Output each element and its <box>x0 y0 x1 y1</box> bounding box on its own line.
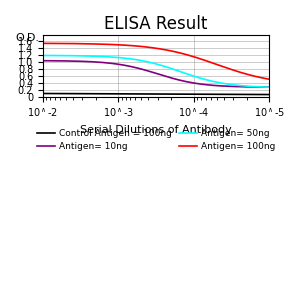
Control Antigen = 100ng <box>180 92 183 96</box>
Antigen= 50ng <box>176 69 179 73</box>
Legend: Control Antigen = 100ng, Antigen= 10ng, Antigen= 50ng, Antigen= 100ng: Control Antigen = 100ng, Antigen= 10ng, … <box>34 125 279 155</box>
Control Antigen = 100ng <box>176 92 179 96</box>
Antigen= 100ng <box>41 42 45 45</box>
Antigen= 100ng <box>175 50 179 54</box>
Control Antigen = 100ng <box>268 93 271 96</box>
Antigen= 50ng <box>232 83 236 87</box>
Line: Antigen= 100ng: Antigen= 100ng <box>43 44 269 79</box>
Antigen= 50ng <box>180 70 183 74</box>
Antigen= 10ng <box>41 59 45 62</box>
Control Antigen = 100ng <box>41 92 45 95</box>
Antigen= 50ng <box>175 69 179 72</box>
Antigen= 100ng <box>268 77 271 81</box>
Antigen= 50ng <box>246 84 250 88</box>
Antigen= 100ng <box>246 73 250 76</box>
Antigen= 50ng <box>41 54 45 57</box>
Antigen= 10ng <box>268 85 271 89</box>
Control Antigen = 100ng <box>246 93 250 96</box>
Text: O.D.: O.D. <box>16 33 40 43</box>
Control Antigen = 100ng <box>175 92 179 96</box>
Antigen= 10ng <box>176 78 179 82</box>
X-axis label: Serial Dilutions of Antibody: Serial Dilutions of Antibody <box>80 124 232 135</box>
Antigen= 100ng <box>180 52 183 55</box>
Control Antigen = 100ng <box>42 92 46 95</box>
Line: Antigen= 50ng: Antigen= 50ng <box>43 56 269 87</box>
Antigen= 100ng <box>232 68 236 72</box>
Antigen= 100ng <box>176 51 179 54</box>
Antigen= 50ng <box>42 54 46 57</box>
Antigen= 10ng <box>232 85 236 88</box>
Antigen= 10ng <box>180 79 183 83</box>
Antigen= 10ng <box>246 85 250 89</box>
Antigen= 100ng <box>42 42 46 45</box>
Antigen= 10ng <box>42 59 46 62</box>
Antigen= 10ng <box>175 78 179 81</box>
Control Antigen = 100ng <box>232 93 236 96</box>
Title: ELISA Result: ELISA Result <box>104 15 208 33</box>
Line: Antigen= 10ng: Antigen= 10ng <box>43 61 269 87</box>
Antigen= 50ng <box>268 85 271 89</box>
